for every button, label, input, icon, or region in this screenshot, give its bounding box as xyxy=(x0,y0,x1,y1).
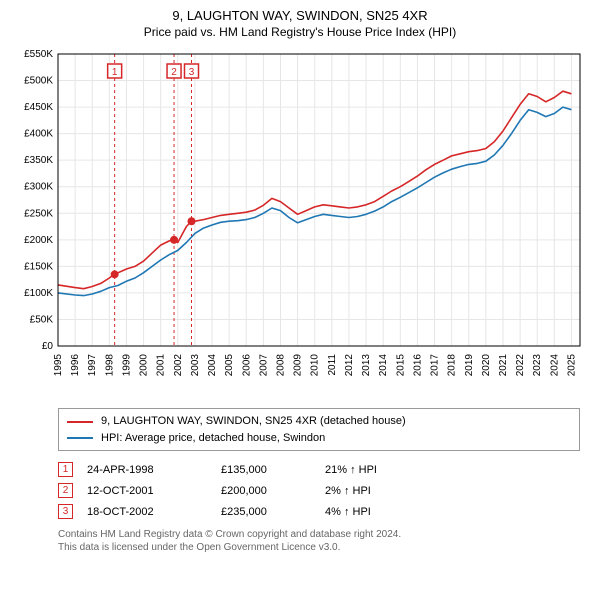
svg-text:1: 1 xyxy=(112,67,118,78)
svg-text:2005: 2005 xyxy=(224,354,235,377)
page-subtitle: Price paid vs. HM Land Registry's House … xyxy=(12,25,588,41)
svg-text:2017: 2017 xyxy=(430,354,441,377)
svg-text:2023: 2023 xyxy=(532,354,543,377)
svg-text:2010: 2010 xyxy=(310,354,321,377)
footer-note: Contains HM Land Registry data © Crown c… xyxy=(58,528,580,554)
svg-text:£150K: £150K xyxy=(24,262,53,273)
sale-price: £200,000 xyxy=(221,485,311,497)
svg-text:2007: 2007 xyxy=(258,354,269,377)
sale-date: 12-OCT-2001 xyxy=(87,485,207,497)
sale-hpi-diff: 21% ↑ HPI xyxy=(325,464,425,476)
svg-text:2002: 2002 xyxy=(173,354,184,377)
svg-text:£400K: £400K xyxy=(24,129,53,140)
footer-line-1: Contains HM Land Registry data © Crown c… xyxy=(58,528,580,541)
svg-text:2008: 2008 xyxy=(275,354,286,377)
svg-text:2025: 2025 xyxy=(566,354,577,377)
svg-text:2022: 2022 xyxy=(515,354,526,377)
legend-label: HPI: Average price, detached house, Swin… xyxy=(101,430,325,447)
svg-text:2003: 2003 xyxy=(190,354,201,377)
sale-hpi-diff: 4% ↑ HPI xyxy=(325,506,425,518)
svg-text:£100K: £100K xyxy=(24,288,53,299)
svg-text:2009: 2009 xyxy=(293,354,304,377)
sale-marker-icon: 2 xyxy=(58,483,73,498)
legend-item: HPI: Average price, detached house, Swin… xyxy=(67,430,571,447)
sale-row: 1 24-APR-1998 £135,000 21% ↑ HPI xyxy=(58,459,580,480)
svg-text:2006: 2006 xyxy=(241,354,252,377)
sales-table: 1 24-APR-1998 £135,000 21% ↑ HPI 2 12-OCT-200… xyxy=(58,459,580,522)
svg-text:2011: 2011 xyxy=(327,354,338,376)
footer-line-2: This data is licensed under the Open Gov… xyxy=(58,541,580,554)
svg-text:2014: 2014 xyxy=(378,354,389,377)
sale-date: 24-APR-1998 xyxy=(87,464,207,476)
svg-text:£350K: £350K xyxy=(24,156,53,167)
svg-text:1997: 1997 xyxy=(87,354,98,377)
svg-text:2013: 2013 xyxy=(361,354,372,377)
legend-item: 9, LAUGHTON WAY, SWINDON, SN25 4XR (deta… xyxy=(67,413,571,430)
svg-text:£50K: £50K xyxy=(30,315,54,326)
sale-marker-icon: 1 xyxy=(58,462,73,477)
svg-text:2015: 2015 xyxy=(395,354,406,377)
svg-text:1999: 1999 xyxy=(121,354,132,377)
svg-text:2001: 2001 xyxy=(156,354,167,377)
legend: 9, LAUGHTON WAY, SWINDON, SN25 4XR (deta… xyxy=(58,408,580,451)
svg-text:£0: £0 xyxy=(42,341,54,352)
sale-row: 2 12-OCT-2001 £200,000 2% ↑ HPI xyxy=(58,480,580,501)
svg-text:2012: 2012 xyxy=(344,354,355,377)
svg-text:1996: 1996 xyxy=(70,354,81,377)
svg-text:2016: 2016 xyxy=(412,354,423,377)
svg-text:£500K: £500K xyxy=(24,76,53,87)
svg-text:1998: 1998 xyxy=(104,354,115,377)
page-title: 9, LAUGHTON WAY, SWINDON, SN25 4XR xyxy=(12,8,588,25)
sale-date: 18-OCT-2002 xyxy=(87,506,207,518)
line-chart: £0 £50K £100K £150K £200K £250K £300K £350K £400… xyxy=(12,48,588,398)
svg-text:2020: 2020 xyxy=(481,354,492,377)
svg-text:£200K: £200K xyxy=(24,235,53,246)
svg-text:2018: 2018 xyxy=(447,354,458,377)
svg-text:2004: 2004 xyxy=(207,354,218,377)
legend-swatch xyxy=(67,421,93,423)
svg-text:1995: 1995 xyxy=(53,354,64,377)
sale-price: £235,000 xyxy=(221,506,311,518)
title-block: 9, LAUGHTON WAY, SWINDON, SN25 4XR Price… xyxy=(12,8,588,40)
svg-text:£300K: £300K xyxy=(24,182,53,193)
sale-marker-icon: 3 xyxy=(58,504,73,519)
chart-container: 9, LAUGHTON WAY, SWINDON, SN25 4XR Price… xyxy=(0,0,600,590)
svg-text:3: 3 xyxy=(189,67,195,78)
svg-text:£450K: £450K xyxy=(24,103,53,114)
svg-text:2019: 2019 xyxy=(464,354,475,377)
svg-text:2021: 2021 xyxy=(498,354,509,377)
svg-text:£250K: £250K xyxy=(24,209,53,220)
svg-text:2000: 2000 xyxy=(139,354,150,377)
svg-text:2024: 2024 xyxy=(549,354,560,377)
sale-row: 3 18-OCT-2002 £235,000 4% ↑ HPI xyxy=(58,501,580,522)
svg-text:2: 2 xyxy=(171,67,177,78)
svg-text:£550K: £550K xyxy=(24,49,53,60)
sale-hpi-diff: 2% ↑ HPI xyxy=(325,485,425,497)
legend-label: 9, LAUGHTON WAY, SWINDON, SN25 4XR (deta… xyxy=(101,413,406,430)
sale-price: £135,000 xyxy=(221,464,311,476)
legend-swatch xyxy=(67,437,93,439)
